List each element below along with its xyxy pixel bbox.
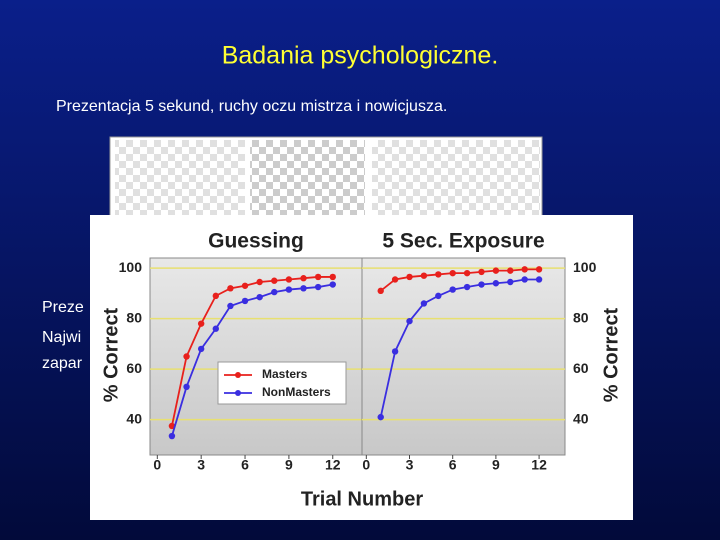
- y-tick-label: 60: [126, 360, 142, 376]
- data-point: [535, 276, 543, 283]
- data-point: [256, 293, 263, 301]
- body-text: Najwi: [42, 329, 81, 346]
- plot-area: [149, 257, 363, 456]
- chart-title: 5 Sec. Exposure: [382, 230, 544, 253]
- data-point: [300, 285, 307, 292]
- data-point: [183, 383, 190, 391]
- data-point: [406, 273, 413, 281]
- data-point: [377, 287, 384, 295]
- y-tick-label: 60: [573, 360, 589, 376]
- data-point: [449, 286, 456, 293]
- data-point: [521, 266, 528, 273]
- data-point: [285, 286, 293, 293]
- data-point: [435, 292, 442, 300]
- data-point: [449, 269, 456, 277]
- data-point: [420, 300, 428, 307]
- chart-title: Guessing: [208, 230, 304, 253]
- legend-marker: [235, 390, 241, 396]
- x-tick-label: 6: [241, 457, 249, 473]
- data-point: [406, 317, 413, 325]
- data-point: [197, 345, 205, 353]
- data-point: [241, 297, 249, 305]
- x-tick-label: 0: [362, 457, 370, 473]
- data-point: [212, 325, 219, 332]
- data-point: [391, 348, 399, 355]
- y-tick-label: 100: [119, 259, 143, 275]
- legend-box: [217, 361, 347, 405]
- data-point: [507, 278, 514, 286]
- legend-label: NonMasters: [262, 385, 331, 399]
- data-point: [463, 269, 471, 277]
- data-point: [391, 276, 399, 283]
- data-point: [212, 292, 219, 300]
- y-axis-label: % Correct: [600, 307, 622, 402]
- data-point: [492, 267, 500, 274]
- data-point: [478, 268, 485, 276]
- body-text: Preze: [42, 299, 84, 316]
- x-tick-label: 3: [406, 457, 414, 473]
- x-tick-label: 12: [531, 457, 547, 473]
- data-point: [478, 281, 485, 288]
- data-point: [329, 273, 336, 281]
- data-point: [435, 271, 442, 278]
- data-point: [535, 266, 543, 273]
- data-point: [420, 272, 428, 279]
- data-point: [329, 281, 336, 288]
- data-point: [197, 320, 205, 327]
- data-point: [492, 280, 500, 287]
- y-tick-label: 100: [573, 259, 597, 275]
- data-point: [241, 282, 249, 289]
- chess-images: [109, 136, 543, 223]
- x-tick-label: 6: [449, 457, 457, 473]
- legend-label: Masters: [262, 367, 308, 381]
- y-tick-label: 80: [573, 309, 589, 325]
- x-axis-label: Trial Number: [301, 488, 423, 510]
- y-tick-label: 80: [126, 309, 142, 325]
- data-point: [463, 283, 471, 291]
- data-point: [227, 285, 234, 292]
- slide-subtitle: Prezentacja 5 sekund, ruchy oczu mistrza…: [56, 98, 447, 115]
- data-point: [227, 302, 234, 310]
- y-axis-label: % Correct: [100, 307, 122, 402]
- data-point: [256, 278, 263, 286]
- legend-marker: [235, 372, 241, 378]
- data-point: [271, 288, 278, 296]
- data-point: [314, 283, 322, 291]
- x-tick-label: 9: [285, 457, 293, 473]
- plot-area: [361, 257, 566, 456]
- x-tick-label: 0: [153, 457, 161, 473]
- data-point: [507, 267, 514, 274]
- data-point: [314, 273, 322, 281]
- data-point: [300, 275, 307, 282]
- data-point: [271, 277, 278, 284]
- y-tick-label: 40: [126, 410, 142, 426]
- data-point: [377, 413, 384, 421]
- body-text: zapar: [42, 355, 83, 372]
- data-point: [285, 276, 293, 283]
- y-tick-label: 40: [573, 410, 589, 426]
- data-point: [168, 432, 176, 440]
- x-tick-label: 9: [492, 457, 500, 473]
- data-point: [521, 276, 528, 283]
- slide-title: Badania psychologiczne.: [222, 42, 499, 70]
- data-point: [183, 353, 190, 360]
- x-tick-label: 12: [325, 457, 341, 473]
- x-tick-label: 3: [197, 457, 205, 473]
